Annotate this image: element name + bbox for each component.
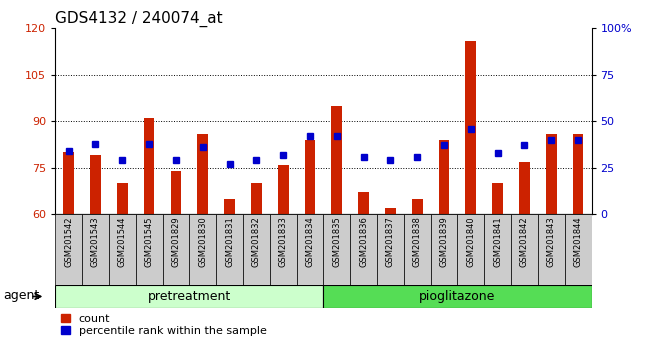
- FancyBboxPatch shape: [565, 214, 592, 285]
- Bar: [492, 183, 503, 214]
- Text: GSM201837: GSM201837: [386, 216, 395, 267]
- FancyBboxPatch shape: [296, 214, 324, 285]
- Text: GSM201836: GSM201836: [359, 216, 368, 267]
- Bar: [465, 41, 476, 214]
- Bar: [412, 199, 423, 214]
- FancyBboxPatch shape: [430, 214, 458, 285]
- Text: GSM201840: GSM201840: [466, 216, 475, 267]
- Bar: [90, 155, 101, 214]
- Text: pioglitazone: pioglitazone: [419, 290, 495, 303]
- Bar: [358, 193, 369, 214]
- Text: GSM201838: GSM201838: [413, 216, 422, 267]
- FancyBboxPatch shape: [216, 214, 243, 285]
- Text: GSM201834: GSM201834: [306, 216, 315, 267]
- FancyBboxPatch shape: [404, 214, 430, 285]
- Text: GSM201839: GSM201839: [439, 216, 448, 267]
- Bar: [278, 165, 289, 214]
- Text: GSM201833: GSM201833: [279, 216, 288, 267]
- Bar: [439, 140, 449, 214]
- Text: GSM201829: GSM201829: [172, 216, 181, 267]
- FancyBboxPatch shape: [377, 214, 404, 285]
- Text: GSM201831: GSM201831: [225, 216, 234, 267]
- Bar: [251, 183, 262, 214]
- FancyBboxPatch shape: [350, 214, 377, 285]
- Bar: [332, 106, 342, 214]
- FancyBboxPatch shape: [109, 214, 136, 285]
- Text: GSM201542: GSM201542: [64, 216, 73, 267]
- FancyBboxPatch shape: [82, 214, 109, 285]
- Text: GSM201841: GSM201841: [493, 216, 502, 267]
- FancyBboxPatch shape: [243, 214, 270, 285]
- FancyBboxPatch shape: [538, 214, 565, 285]
- Text: GSM201835: GSM201835: [332, 216, 341, 267]
- FancyBboxPatch shape: [136, 214, 162, 285]
- Text: GDS4132 / 240074_at: GDS4132 / 240074_at: [55, 11, 223, 27]
- Bar: [144, 118, 155, 214]
- FancyBboxPatch shape: [324, 214, 350, 285]
- Bar: [170, 171, 181, 214]
- FancyBboxPatch shape: [458, 214, 484, 285]
- FancyBboxPatch shape: [484, 214, 511, 285]
- Bar: [519, 161, 530, 214]
- Text: GSM201543: GSM201543: [91, 216, 100, 267]
- Text: GSM201843: GSM201843: [547, 216, 556, 267]
- Text: GSM201545: GSM201545: [144, 216, 153, 267]
- Legend: count, percentile rank within the sample: count, percentile rank within the sample: [61, 314, 266, 336]
- FancyBboxPatch shape: [162, 214, 189, 285]
- FancyBboxPatch shape: [55, 285, 324, 308]
- Text: GSM201842: GSM201842: [520, 216, 529, 267]
- Bar: [305, 140, 315, 214]
- Bar: [117, 183, 127, 214]
- Bar: [573, 133, 584, 214]
- Text: GSM201830: GSM201830: [198, 216, 207, 267]
- Text: GSM201844: GSM201844: [573, 216, 582, 267]
- Text: agent: agent: [3, 289, 39, 302]
- Text: GSM201832: GSM201832: [252, 216, 261, 267]
- Bar: [224, 199, 235, 214]
- Text: pretreatment: pretreatment: [148, 290, 231, 303]
- Bar: [198, 133, 208, 214]
- FancyBboxPatch shape: [270, 214, 296, 285]
- Bar: [546, 133, 556, 214]
- FancyBboxPatch shape: [324, 285, 592, 308]
- Text: GSM201544: GSM201544: [118, 216, 127, 267]
- FancyBboxPatch shape: [511, 214, 538, 285]
- Bar: [385, 208, 396, 214]
- FancyBboxPatch shape: [189, 214, 216, 285]
- FancyBboxPatch shape: [55, 214, 82, 285]
- Bar: [63, 152, 74, 214]
